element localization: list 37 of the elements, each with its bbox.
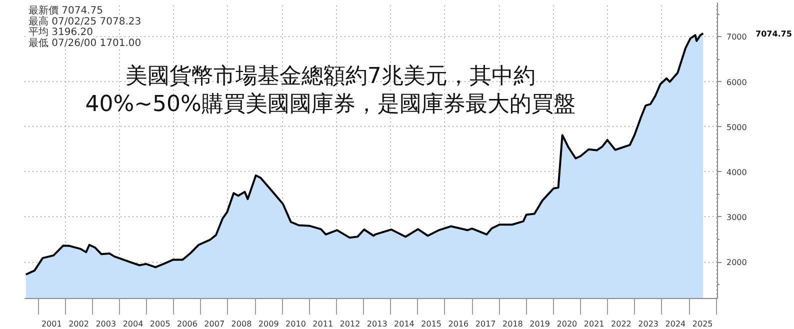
- text: 美國貨幣市場基金總額約7兆美元，其中約 40%~50%購買美國國庫券，是國庫券最大的買盤: [85, 64, 576, 117]
- x-tick-label: 2009: [258, 320, 279, 328]
- x-tick-label: 2017: [475, 320, 496, 328]
- y-tick-label: 6000: [726, 78, 747, 87]
- x-tick-label: 2022: [611, 320, 632, 328]
- y-tick-label: 7000: [726, 32, 747, 42]
- x-tick-label: 2002: [68, 320, 89, 328]
- x-tick-label: 2012: [340, 320, 360, 328]
- x-tick-label: 2001: [41, 320, 62, 328]
- x-tick-label: 2004: [122, 320, 144, 328]
- x-tick-label: 2016: [448, 320, 469, 328]
- x-tick-label: 2006: [177, 320, 198, 328]
- x-tick-label: 2008: [231, 320, 252, 328]
- y-tick-label: 2000: [726, 258, 747, 268]
- annotation: 平均 3196.20: [28, 26, 94, 38]
- x-tick-label: 2018: [502, 320, 523, 328]
- x-tick-label: 2013: [366, 320, 388, 328]
- text: 7074.75: [756, 29, 792, 38]
- y-tick-label: 3000: [726, 212, 747, 222]
- x-tick-label: 2011: [312, 320, 334, 328]
- x-tick-label: 2021: [584, 320, 604, 328]
- x-tick-label: 2025: [692, 320, 713, 328]
- annotation: 最低 07/26/00 1701.00: [28, 38, 142, 50]
- x-tick-label: 2003: [96, 320, 116, 328]
- x-tick-label: 2024: [665, 320, 686, 328]
- annotation: 最新價 7074.75: [28, 4, 104, 16]
- x-tick-label: 2014: [394, 320, 414, 328]
- x-tick-label: 2005: [150, 320, 170, 328]
- x-tick-label: 2023: [638, 320, 659, 328]
- y-tick-label: 5000: [726, 122, 747, 132]
- x-tick-label: 2019: [530, 320, 550, 328]
- x-tick-label: 2020: [556, 320, 578, 328]
- y-tick-label: 4000: [726, 168, 747, 177]
- x-tick-label: 2010: [286, 320, 306, 328]
- x-tick-label: 2007: [204, 320, 225, 328]
- x-tick-label: 2015: [421, 320, 442, 328]
- annotation: 最高 07/02/25 7078.23: [28, 15, 142, 28]
